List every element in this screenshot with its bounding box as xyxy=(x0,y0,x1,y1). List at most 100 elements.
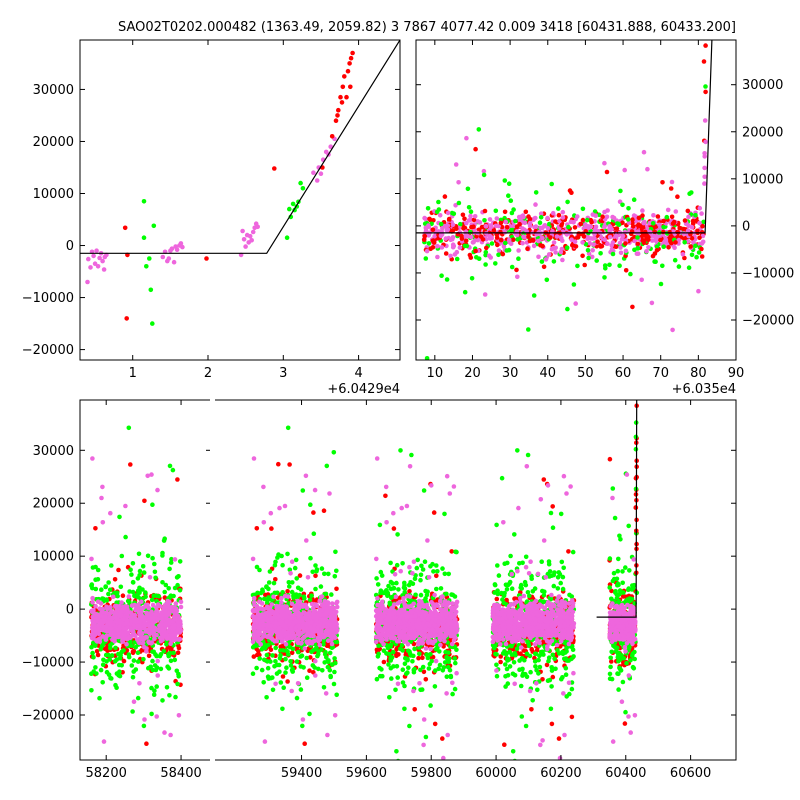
data-point xyxy=(427,661,433,667)
data-point xyxy=(467,252,473,258)
data-point xyxy=(702,154,707,159)
data-point xyxy=(120,639,125,644)
data-point xyxy=(669,214,675,220)
data-point xyxy=(446,659,452,665)
data-point xyxy=(172,657,178,663)
data-point xyxy=(273,659,278,664)
data-point xyxy=(140,641,145,646)
data-point xyxy=(509,228,514,234)
data-point xyxy=(251,608,256,614)
data-point xyxy=(635,245,641,251)
data-point xyxy=(655,214,661,219)
data-point xyxy=(453,660,458,666)
data-point xyxy=(438,586,444,591)
data-point xyxy=(89,688,94,693)
data-point xyxy=(165,622,170,627)
data-point xyxy=(588,224,594,229)
data-point xyxy=(129,663,135,668)
data-point xyxy=(334,568,339,574)
data-point xyxy=(139,778,144,783)
data-point xyxy=(330,606,335,611)
data-point xyxy=(435,254,440,260)
data-point xyxy=(252,624,258,630)
data-point xyxy=(575,214,580,219)
data-point xyxy=(515,274,520,280)
data-point xyxy=(554,234,560,239)
data-point xyxy=(347,61,352,66)
data-point xyxy=(309,593,314,598)
data-point xyxy=(89,556,94,562)
data-point xyxy=(284,235,290,240)
data-point xyxy=(254,665,259,671)
data-point xyxy=(345,68,351,74)
data-point xyxy=(316,666,321,672)
data-point xyxy=(506,237,512,243)
data-point xyxy=(251,595,257,601)
data-point xyxy=(274,603,279,609)
data-point xyxy=(160,553,165,558)
data-point xyxy=(438,233,444,239)
data-point xyxy=(280,562,285,568)
y-tick-label: −20000 xyxy=(742,314,794,329)
data-point xyxy=(481,172,487,178)
data-point xyxy=(411,641,417,647)
data-point xyxy=(471,239,476,245)
y-tick-label: 10000 xyxy=(742,172,783,187)
data-point xyxy=(473,146,478,152)
data-point xyxy=(90,610,96,615)
data-point xyxy=(277,505,282,511)
data-point xyxy=(388,665,394,671)
data-point xyxy=(309,601,315,607)
data-point xyxy=(168,658,174,664)
data-point xyxy=(161,649,167,654)
data-point xyxy=(693,212,698,218)
data-point xyxy=(430,227,436,232)
data-point xyxy=(171,624,177,630)
data-point xyxy=(468,213,473,219)
data-point xyxy=(701,59,707,64)
data-point xyxy=(257,656,263,661)
data-point xyxy=(681,231,686,236)
data-point xyxy=(676,264,682,269)
data-point xyxy=(166,666,172,671)
data-point xyxy=(623,268,629,273)
data-point xyxy=(258,636,264,641)
data-point xyxy=(575,263,580,269)
data-point xyxy=(92,261,98,267)
data-point xyxy=(389,655,395,660)
data-point xyxy=(281,685,287,690)
data-point xyxy=(138,631,144,636)
data-point xyxy=(269,610,274,615)
data-point xyxy=(137,611,142,617)
data-point xyxy=(265,598,270,603)
data-point xyxy=(108,604,113,610)
data-point xyxy=(396,758,401,760)
data-point xyxy=(101,625,106,630)
data-point xyxy=(517,221,522,227)
data-point xyxy=(116,567,121,573)
data-point xyxy=(263,613,269,619)
data-point xyxy=(146,653,152,659)
data-point xyxy=(257,652,262,658)
data-point xyxy=(703,139,708,145)
data-point xyxy=(400,667,406,672)
data-point xyxy=(572,225,578,230)
data-point xyxy=(112,603,118,609)
data-point xyxy=(176,674,181,679)
data-point xyxy=(95,652,101,658)
data-point xyxy=(152,569,158,575)
data-point xyxy=(256,649,261,654)
data-point xyxy=(268,647,274,652)
data-point xyxy=(129,603,135,608)
data-point xyxy=(285,652,291,657)
data-point xyxy=(327,650,333,656)
data-point xyxy=(311,531,317,536)
data-point xyxy=(600,214,605,219)
data-point xyxy=(204,256,209,261)
data-point xyxy=(113,645,118,651)
data-point xyxy=(381,659,387,665)
x-tick-label: 70 xyxy=(652,366,669,381)
data-point xyxy=(121,635,127,640)
data-point xyxy=(636,222,641,227)
